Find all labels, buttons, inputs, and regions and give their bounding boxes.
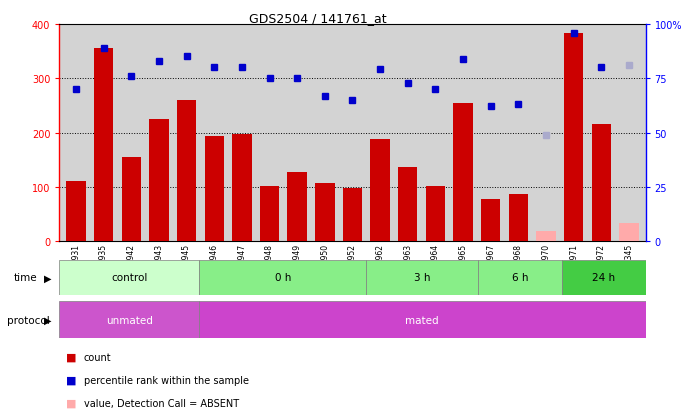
Bar bbox=[288, 172, 307, 242]
Text: protocol: protocol bbox=[7, 315, 50, 325]
Text: 0 h: 0 h bbox=[274, 273, 291, 283]
Bar bbox=[199, 301, 646, 339]
Bar bbox=[426, 186, 445, 242]
Bar bbox=[478, 260, 562, 295]
Bar bbox=[592, 125, 611, 242]
Text: ▶: ▶ bbox=[44, 273, 52, 283]
Bar bbox=[232, 134, 251, 242]
Bar bbox=[94, 49, 113, 242]
Bar bbox=[509, 195, 528, 242]
Bar bbox=[260, 186, 279, 242]
Bar bbox=[315, 184, 334, 242]
Bar bbox=[177, 101, 196, 242]
Text: control: control bbox=[111, 273, 147, 283]
Text: mated: mated bbox=[406, 315, 439, 325]
Text: ■: ■ bbox=[66, 398, 77, 408]
Text: unmated: unmated bbox=[105, 315, 153, 325]
Bar bbox=[619, 224, 639, 242]
Text: 24 h: 24 h bbox=[592, 273, 616, 283]
Bar bbox=[366, 260, 478, 295]
Text: count: count bbox=[84, 352, 112, 362]
Bar bbox=[562, 260, 646, 295]
Text: ■: ■ bbox=[66, 352, 77, 362]
Text: 6 h: 6 h bbox=[512, 273, 528, 283]
Bar bbox=[149, 120, 169, 242]
Text: ▶: ▶ bbox=[44, 315, 52, 325]
Bar bbox=[59, 301, 199, 339]
Text: percentile rank within the sample: percentile rank within the sample bbox=[84, 375, 248, 385]
Bar bbox=[199, 260, 366, 295]
Text: GDS2504 / 141761_at: GDS2504 / 141761_at bbox=[248, 12, 387, 25]
Text: time: time bbox=[14, 273, 38, 283]
Bar bbox=[371, 140, 389, 242]
Bar bbox=[454, 103, 473, 242]
Bar bbox=[205, 137, 224, 242]
Bar bbox=[481, 200, 500, 242]
Bar bbox=[121, 158, 141, 242]
Text: value, Detection Call = ABSENT: value, Detection Call = ABSENT bbox=[84, 398, 239, 408]
Bar bbox=[66, 182, 86, 242]
Text: 3 h: 3 h bbox=[414, 273, 431, 283]
Bar bbox=[59, 260, 199, 295]
Text: ■: ■ bbox=[66, 375, 77, 385]
Bar bbox=[343, 189, 362, 242]
Bar bbox=[398, 168, 417, 242]
Bar bbox=[564, 34, 584, 242]
Bar bbox=[536, 232, 556, 242]
